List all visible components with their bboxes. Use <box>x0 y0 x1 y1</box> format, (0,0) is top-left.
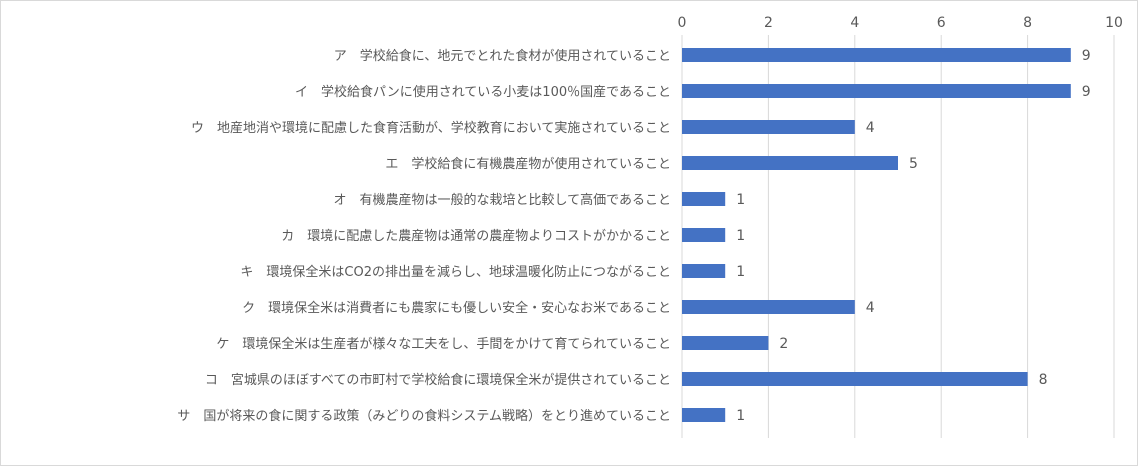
category-label: コ 宮城県のほぼすべての市町村で学校給食に環境保全米が提供されていること <box>205 372 671 388</box>
category-label: ケ 環境保全米は生産者が様々な工夫をし、手間をかけて育てられていること <box>216 336 671 352</box>
bar <box>682 264 726 278</box>
category-label: ウ 地産地消や環境に配慮した食育活動が、学校教育において実施されていること <box>191 120 671 136</box>
data-label: 1 <box>736 264 745 280</box>
bar <box>682 408 726 422</box>
bars <box>682 48 1071 422</box>
bar <box>682 48 1071 62</box>
data-label: 4 <box>866 120 875 136</box>
x-tick-label: 0 <box>678 15 687 31</box>
x-tick-label: 2 <box>764 15 773 31</box>
data-label: 2 <box>779 336 788 352</box>
data-label: 8 <box>1039 372 1048 388</box>
category-label: キ 環境保全米はCO2の排出量を減らし、地球温暖化防止につながること <box>240 264 671 280</box>
data-label: 5 <box>909 156 918 172</box>
data-label: 4 <box>866 300 875 316</box>
x-tick-label: 6 <box>937 15 946 31</box>
x-tick-label: 10 <box>1105 15 1123 31</box>
bar <box>682 336 769 350</box>
data-label: 9 <box>1082 48 1091 64</box>
x-tick-label: 4 <box>850 15 859 31</box>
bar <box>682 156 898 170</box>
x-tick-label: 8 <box>1023 15 1032 31</box>
gridlines <box>681 35 1115 438</box>
bar <box>682 300 855 314</box>
data-labels: 9 9 4 5 1 1 1 4 2 8 1 <box>736 48 1091 424</box>
bar <box>682 120 855 134</box>
bar <box>682 372 1028 386</box>
bar <box>682 84 1071 98</box>
category-label: カ 環境に配慮した農産物は通常の農産物よりコストがかかること <box>281 228 671 244</box>
category-label: ア 学校給食に、地元でとれた食材が使用されていること <box>334 48 671 64</box>
category-label: サ 国が将来の食に関する政策（みどりの食料システム戦略）をとり進めていること <box>177 408 671 424</box>
data-label: 1 <box>736 408 745 424</box>
bar <box>682 192 726 206</box>
category-label: オ 有機農産物は一般的な栽培と比較して高価であること <box>334 192 671 208</box>
category-label: エ 学校給食に有機農産物が使用されていること <box>385 156 671 172</box>
category-label: イ 学校給食パンに使用されている小麦は100％国産であること <box>295 84 671 100</box>
data-label: 1 <box>736 228 745 244</box>
category-label: ク 環境保全米は消費者にも農家にも優しい安全・安心なお米であること <box>242 300 671 316</box>
bar <box>682 228 726 242</box>
x-axis-ticks: 0 2 4 6 8 10 <box>678 15 1123 31</box>
data-label: 9 <box>1082 84 1091 100</box>
data-label: 1 <box>736 192 745 208</box>
